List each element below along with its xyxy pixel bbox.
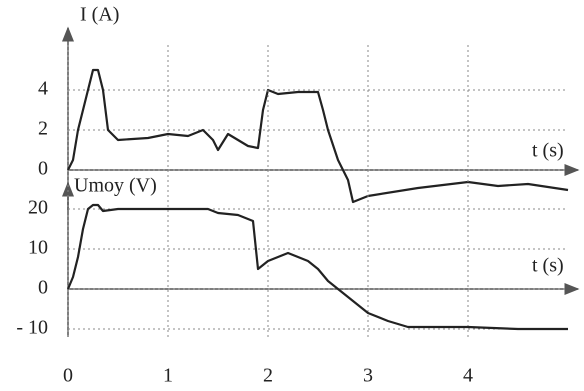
x-tick-label: 4 bbox=[463, 365, 473, 387]
y-tick-label: 0 bbox=[38, 277, 48, 299]
y-axis-label: I (A) bbox=[80, 4, 119, 26]
y-tick-label: 4 bbox=[38, 78, 48, 100]
y-axis-label: Umoy (V) bbox=[74, 175, 157, 197]
x-tick-label: 0 bbox=[63, 365, 73, 387]
y-tick-label: 0 bbox=[38, 158, 48, 180]
y-tick-label: 10 bbox=[28, 237, 48, 259]
x-axis-label: t (s) bbox=[532, 255, 564, 277]
x-tick-label: 3 bbox=[363, 365, 373, 387]
x-axis-label: t (s) bbox=[532, 140, 564, 162]
x-tick-label: 1 bbox=[163, 365, 173, 387]
data-line bbox=[66, 203, 568, 331]
y-tick-label: 2 bbox=[38, 118, 48, 140]
y-tick-label: - 10 bbox=[16, 317, 48, 339]
data-line bbox=[67, 68, 569, 204]
x-tick-label: 2 bbox=[263, 365, 273, 387]
y-tick-label: 20 bbox=[28, 197, 48, 219]
